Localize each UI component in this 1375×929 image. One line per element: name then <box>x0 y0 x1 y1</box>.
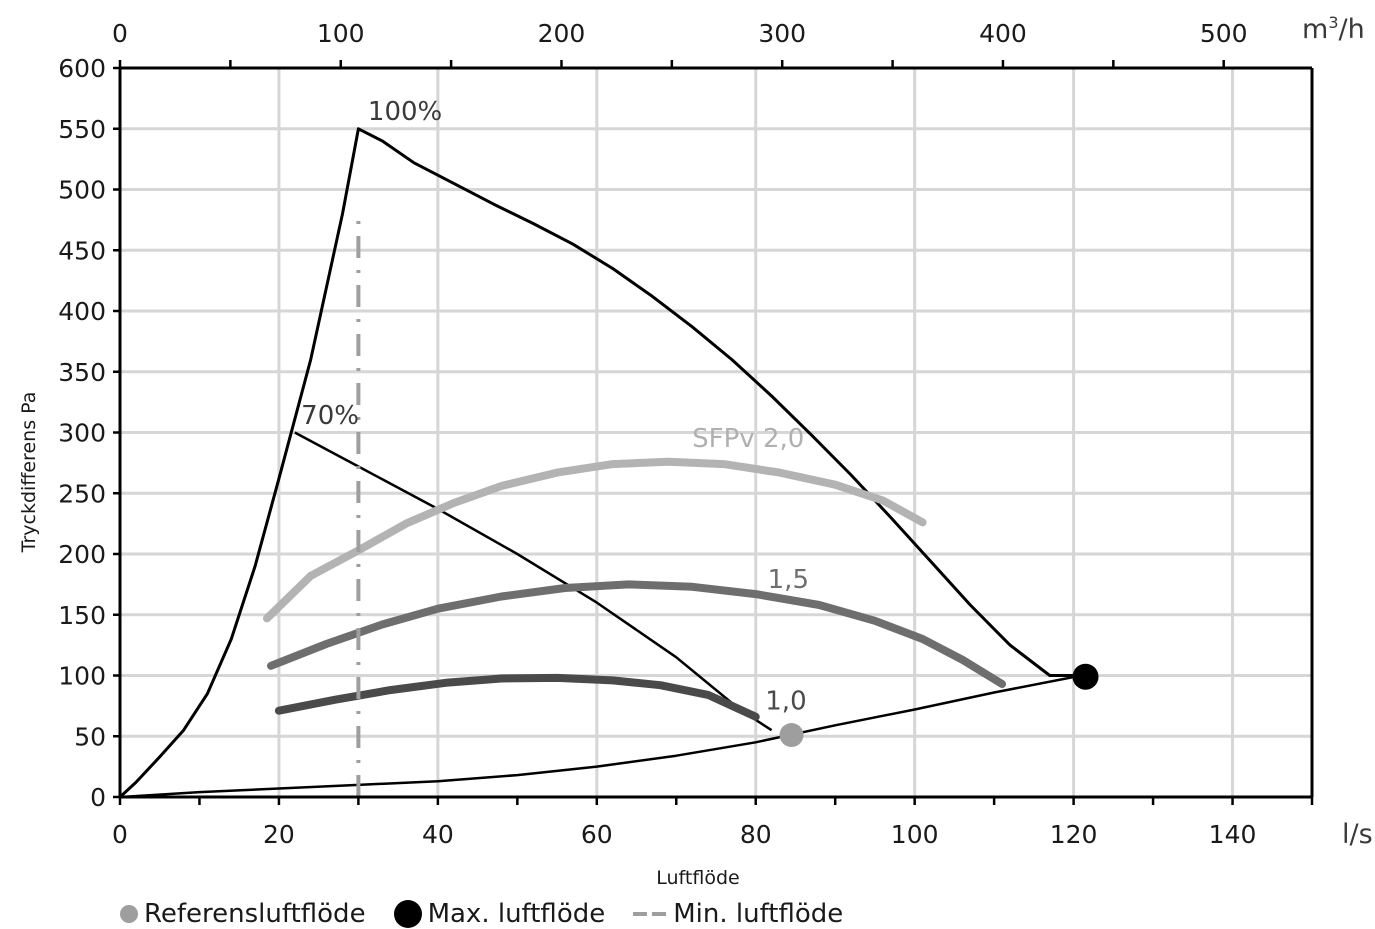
x-tick-label: 120 <box>1050 820 1098 849</box>
y-tick-label: 500 <box>58 176 106 205</box>
annotation-label: 1,5 <box>768 565 809 595</box>
top-tick-label: 500 <box>1200 19 1248 48</box>
y-axis-title: Tryckdifferens Pa <box>18 392 40 554</box>
marker-layer <box>779 663 1099 748</box>
annotation-label: SFPv 2,0 <box>692 424 804 454</box>
top-tick-label: 400 <box>979 19 1027 48</box>
y-tick-label: 300 <box>58 419 106 448</box>
annotation-label: 70% <box>301 401 359 431</box>
x-tick-label: 40 <box>422 820 454 849</box>
legend-item-min-airflow: Min. luftflöde <box>633 899 843 929</box>
y-tick-label: 200 <box>58 540 106 569</box>
top-tick-label: 100 <box>317 19 365 48</box>
y-tick-label: 350 <box>58 358 106 387</box>
axes-layer <box>113 60 1314 805</box>
sfp-curve-line <box>263 457 927 623</box>
top-tick-label: 300 <box>758 19 806 48</box>
dash-dot-line-icon <box>633 911 667 917</box>
annotation-label: 1,0 <box>765 687 806 717</box>
legend-label-min-airflow: Min. luftflöde <box>673 898 844 929</box>
y-tick-label: 0 <box>90 783 106 812</box>
y-tick-label: 550 <box>58 115 106 144</box>
tick-layer: 0 20 40 60 80 100 120 140 0 50 100 150 200 250 300 350 4… <box>58 19 1256 849</box>
y-tick-label: 150 <box>58 601 106 630</box>
y-tick-label: 50 <box>74 722 106 751</box>
grey-dot-icon <box>120 904 138 923</box>
annotation-label: 100% <box>368 97 442 127</box>
y-tick-label: 450 <box>58 236 106 265</box>
x-tick-label: 60 <box>581 820 613 849</box>
x-tick-label: 100 <box>891 820 939 849</box>
x-tick-label: 0 <box>112 820 128 849</box>
y-tick-label: 600 <box>58 54 106 83</box>
reference-airflow-marker <box>779 723 804 748</box>
sfp-curve-line <box>274 673 760 721</box>
x-tick-label: 80 <box>740 820 772 849</box>
bottom-unit-label: l/s <box>1342 819 1373 850</box>
x-tick-label: 20 <box>263 820 295 849</box>
y-tick-label: 100 <box>58 662 106 691</box>
grid <box>120 68 1312 797</box>
max-airflow-marker <box>1072 663 1099 690</box>
y-tick-label: 400 <box>58 297 106 326</box>
annotation-layer: 100% 70% SFPv 2,0 1,5 1,0 <box>301 97 809 716</box>
legend-item-max-airflow: Max. luftflöde <box>393 898 606 929</box>
legend: Referensluftflöde Max. luftflöde Min. lu… <box>120 898 843 929</box>
legend-item-reference-airflow: Referensluftflöde <box>120 899 366 929</box>
black-dot-icon <box>393 899 422 928</box>
system-curve-line <box>119 674 1082 799</box>
fan-curve-100-line <box>118 127 1083 799</box>
top-unit-label: m3/h <box>1302 13 1365 45</box>
legend-label-max-airflow: Max. luftflöde <box>427 898 606 929</box>
x-tick-label: 140 <box>1209 820 1257 849</box>
top-tick-label: 0 <box>112 19 128 48</box>
sfp-curve-line <box>267 580 1007 688</box>
series-layer <box>118 127 1083 799</box>
legend-label-reference-airflow: Referensluftflöde <box>144 898 366 929</box>
top-tick-label: 200 <box>538 19 586 48</box>
x-axis-title: Luftflöde <box>656 867 739 889</box>
y-tick-label: 250 <box>58 479 106 508</box>
